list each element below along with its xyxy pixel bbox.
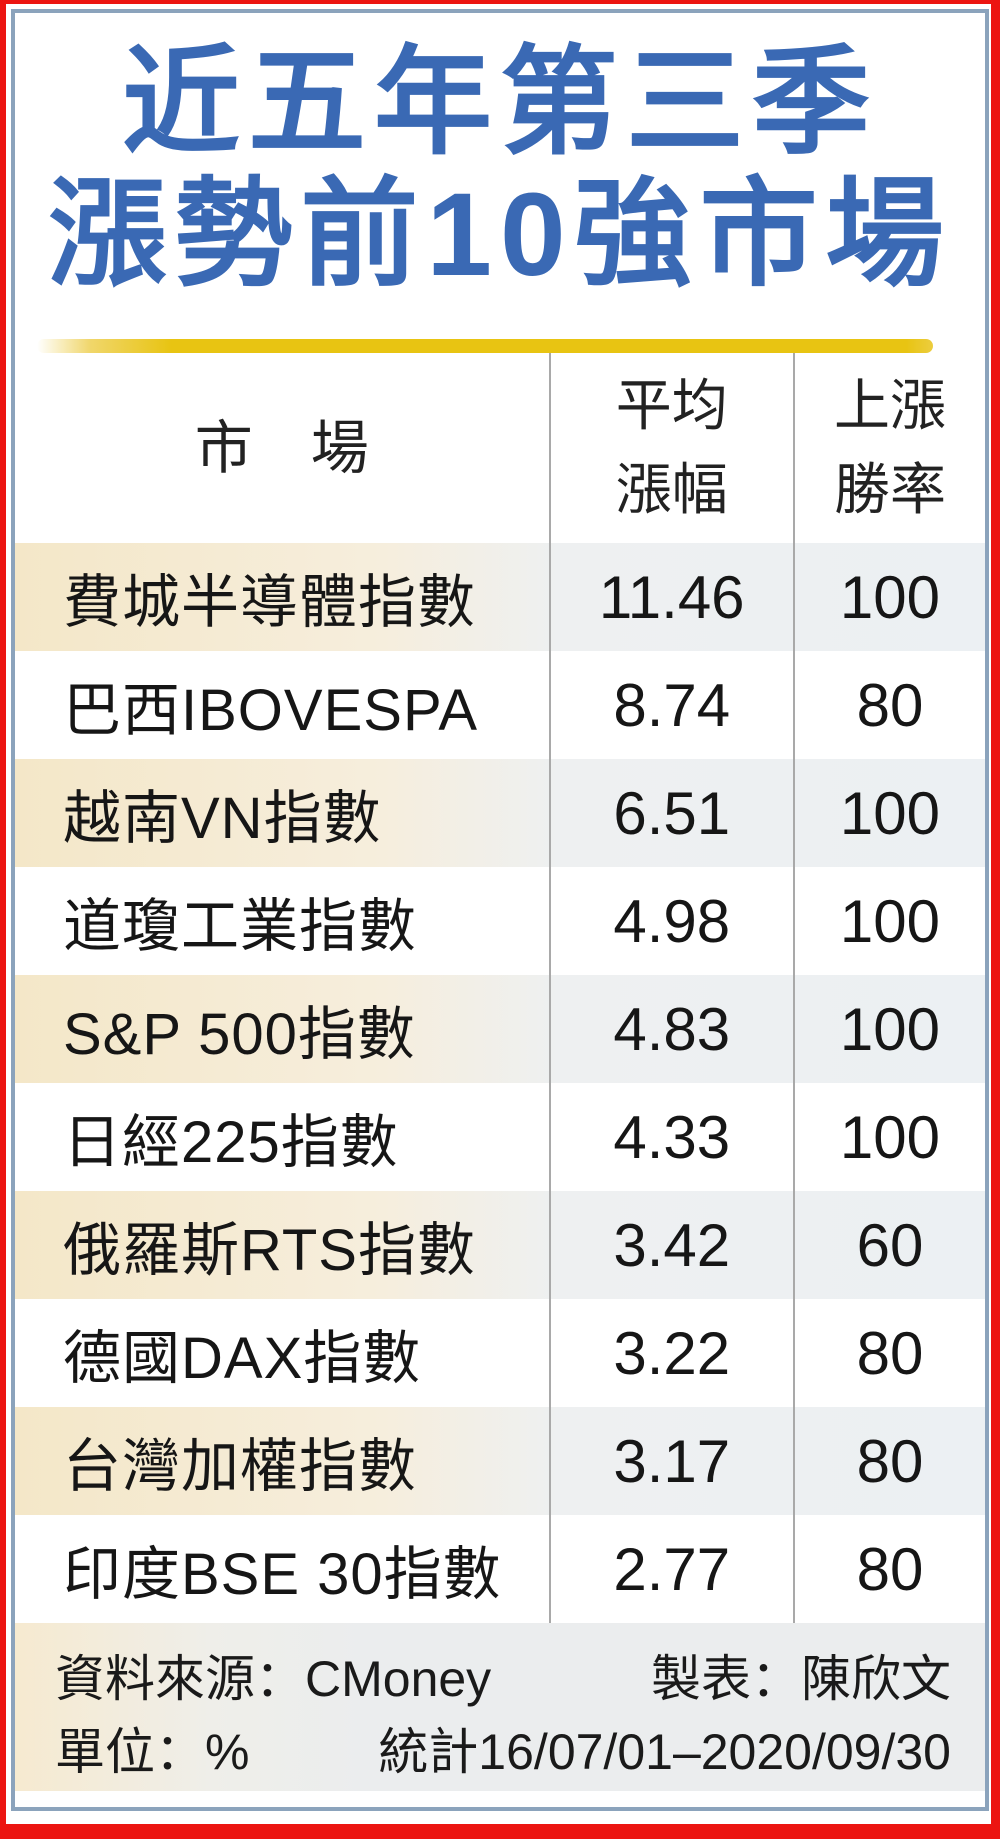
market-name: 越南VN指數 — [63, 786, 382, 852]
win-rate-value: 100 — [792, 867, 985, 976]
title-line-2: 漲勢前10強市場 — [48, 169, 952, 302]
column-header-win-rate-line2: 勝率 — [833, 458, 946, 522]
footer: 資料來源：CMoney 製表：陳欣文 單位：% 統計16/07/01–2020/… — [15, 1623, 985, 1792]
market-name: 日經225指數 — [63, 1110, 399, 1176]
table-row: 印度BSE 30指數 2.77 80 — [15, 1515, 985, 1624]
footer-line-2: 單位：% 統計16/07/01–2020/09/30 — [55, 1716, 951, 1789]
win-rate-value: 80 — [792, 651, 985, 760]
avg-gain-value: 3.22 — [548, 1299, 793, 1408]
win-rate-value: 100 — [792, 759, 985, 868]
market-name: S&P 500指數 — [63, 1002, 416, 1068]
market-name: 俄羅斯RTS指數 — [63, 1218, 476, 1284]
market-name: 德國DAX指數 — [63, 1326, 422, 1392]
market-name: 費城半導體指數 — [63, 570, 477, 636]
table-header-row: 市 場 平均 漲幅 上漲 勝率 — [15, 353, 985, 544]
column-header-avg-gain-line2: 漲幅 — [615, 458, 728, 522]
table-row: 俄羅斯RTS指數 3.42 60 — [15, 1191, 985, 1300]
table-row: S&P 500指數 4.83 100 — [15, 975, 985, 1084]
avg-gain-value: 4.98 — [548, 867, 793, 976]
avg-gain-value: 2.77 — [548, 1515, 793, 1624]
data-table: 市 場 平均 漲幅 上漲 勝率 費城半導體指數 11.46 100 巴西IBOV… — [15, 353, 985, 1624]
column-header-market: 市 場 — [194, 415, 369, 481]
column-header-avg-gain-line1: 平均 — [615, 374, 728, 438]
unit-label: 單位：% — [55, 1723, 250, 1780]
table-row: 道瓊工業指數 4.98 100 — [15, 867, 985, 976]
table-row: 日經225指數 4.33 100 — [15, 1083, 985, 1192]
avg-gain-value: 3.17 — [548, 1407, 793, 1516]
avg-gain-value: 6.51 — [548, 759, 793, 868]
win-rate-value: 80 — [792, 1299, 985, 1408]
period-label: 統計16/07/01–2020/09/30 — [378, 1723, 951, 1780]
title-line-1: 近五年第三季 — [121, 37, 878, 169]
maker-label: 製表：陳欣文 — [651, 1651, 951, 1708]
win-rate-value: 100 — [792, 543, 985, 652]
table-row: 台灣加權指數 3.17 80 — [15, 1407, 985, 1516]
page-title: 近五年第三季 漲勢前10強市場 — [15, 37, 985, 301]
table-row: 越南VN指數 6.51 100 — [15, 759, 985, 868]
table-row: 費城半導體指數 11.46 100 — [15, 543, 985, 652]
avg-gain-value: 4.83 — [548, 975, 793, 1084]
win-rate-value: 80 — [792, 1407, 985, 1516]
market-name: 巴西IBOVESPA — [63, 678, 479, 744]
column-header-avg-gain: 平均 漲幅 — [548, 353, 793, 544]
win-rate-value: 60 — [792, 1191, 985, 1300]
column-header-win-rate: 上漲 勝率 — [792, 353, 985, 544]
source-label: 資料來源：CMoney — [55, 1651, 492, 1708]
avg-gain-value: 8.74 — [548, 651, 793, 760]
footer-line-1: 資料來源：CMoney 製表：陳欣文 — [55, 1643, 951, 1716]
win-rate-value: 80 — [792, 1515, 985, 1624]
gold-divider — [37, 339, 933, 354]
market-name: 道瓊工業指數 — [63, 894, 418, 960]
content-panel: 近五年第三季 漲勢前10強市場 市 場 平均 漲幅 上漲 勝率 費城半導體指數 … — [11, 9, 989, 1811]
market-name: 印度BSE 30指數 — [63, 1542, 502, 1608]
avg-gain-value: 11.46 — [548, 543, 793, 652]
win-rate-value: 100 — [792, 1083, 985, 1192]
win-rate-value: 100 — [792, 975, 985, 1084]
market-name: 台灣加權指數 — [63, 1434, 418, 1500]
column-header-win-rate-line1: 上漲 — [833, 374, 946, 438]
avg-gain-value: 3.42 — [548, 1191, 793, 1300]
avg-gain-value: 4.33 — [548, 1083, 793, 1192]
table-row: 巴西IBOVESPA 8.74 80 — [15, 651, 985, 760]
table-row: 德國DAX指數 3.22 80 — [15, 1299, 985, 1408]
